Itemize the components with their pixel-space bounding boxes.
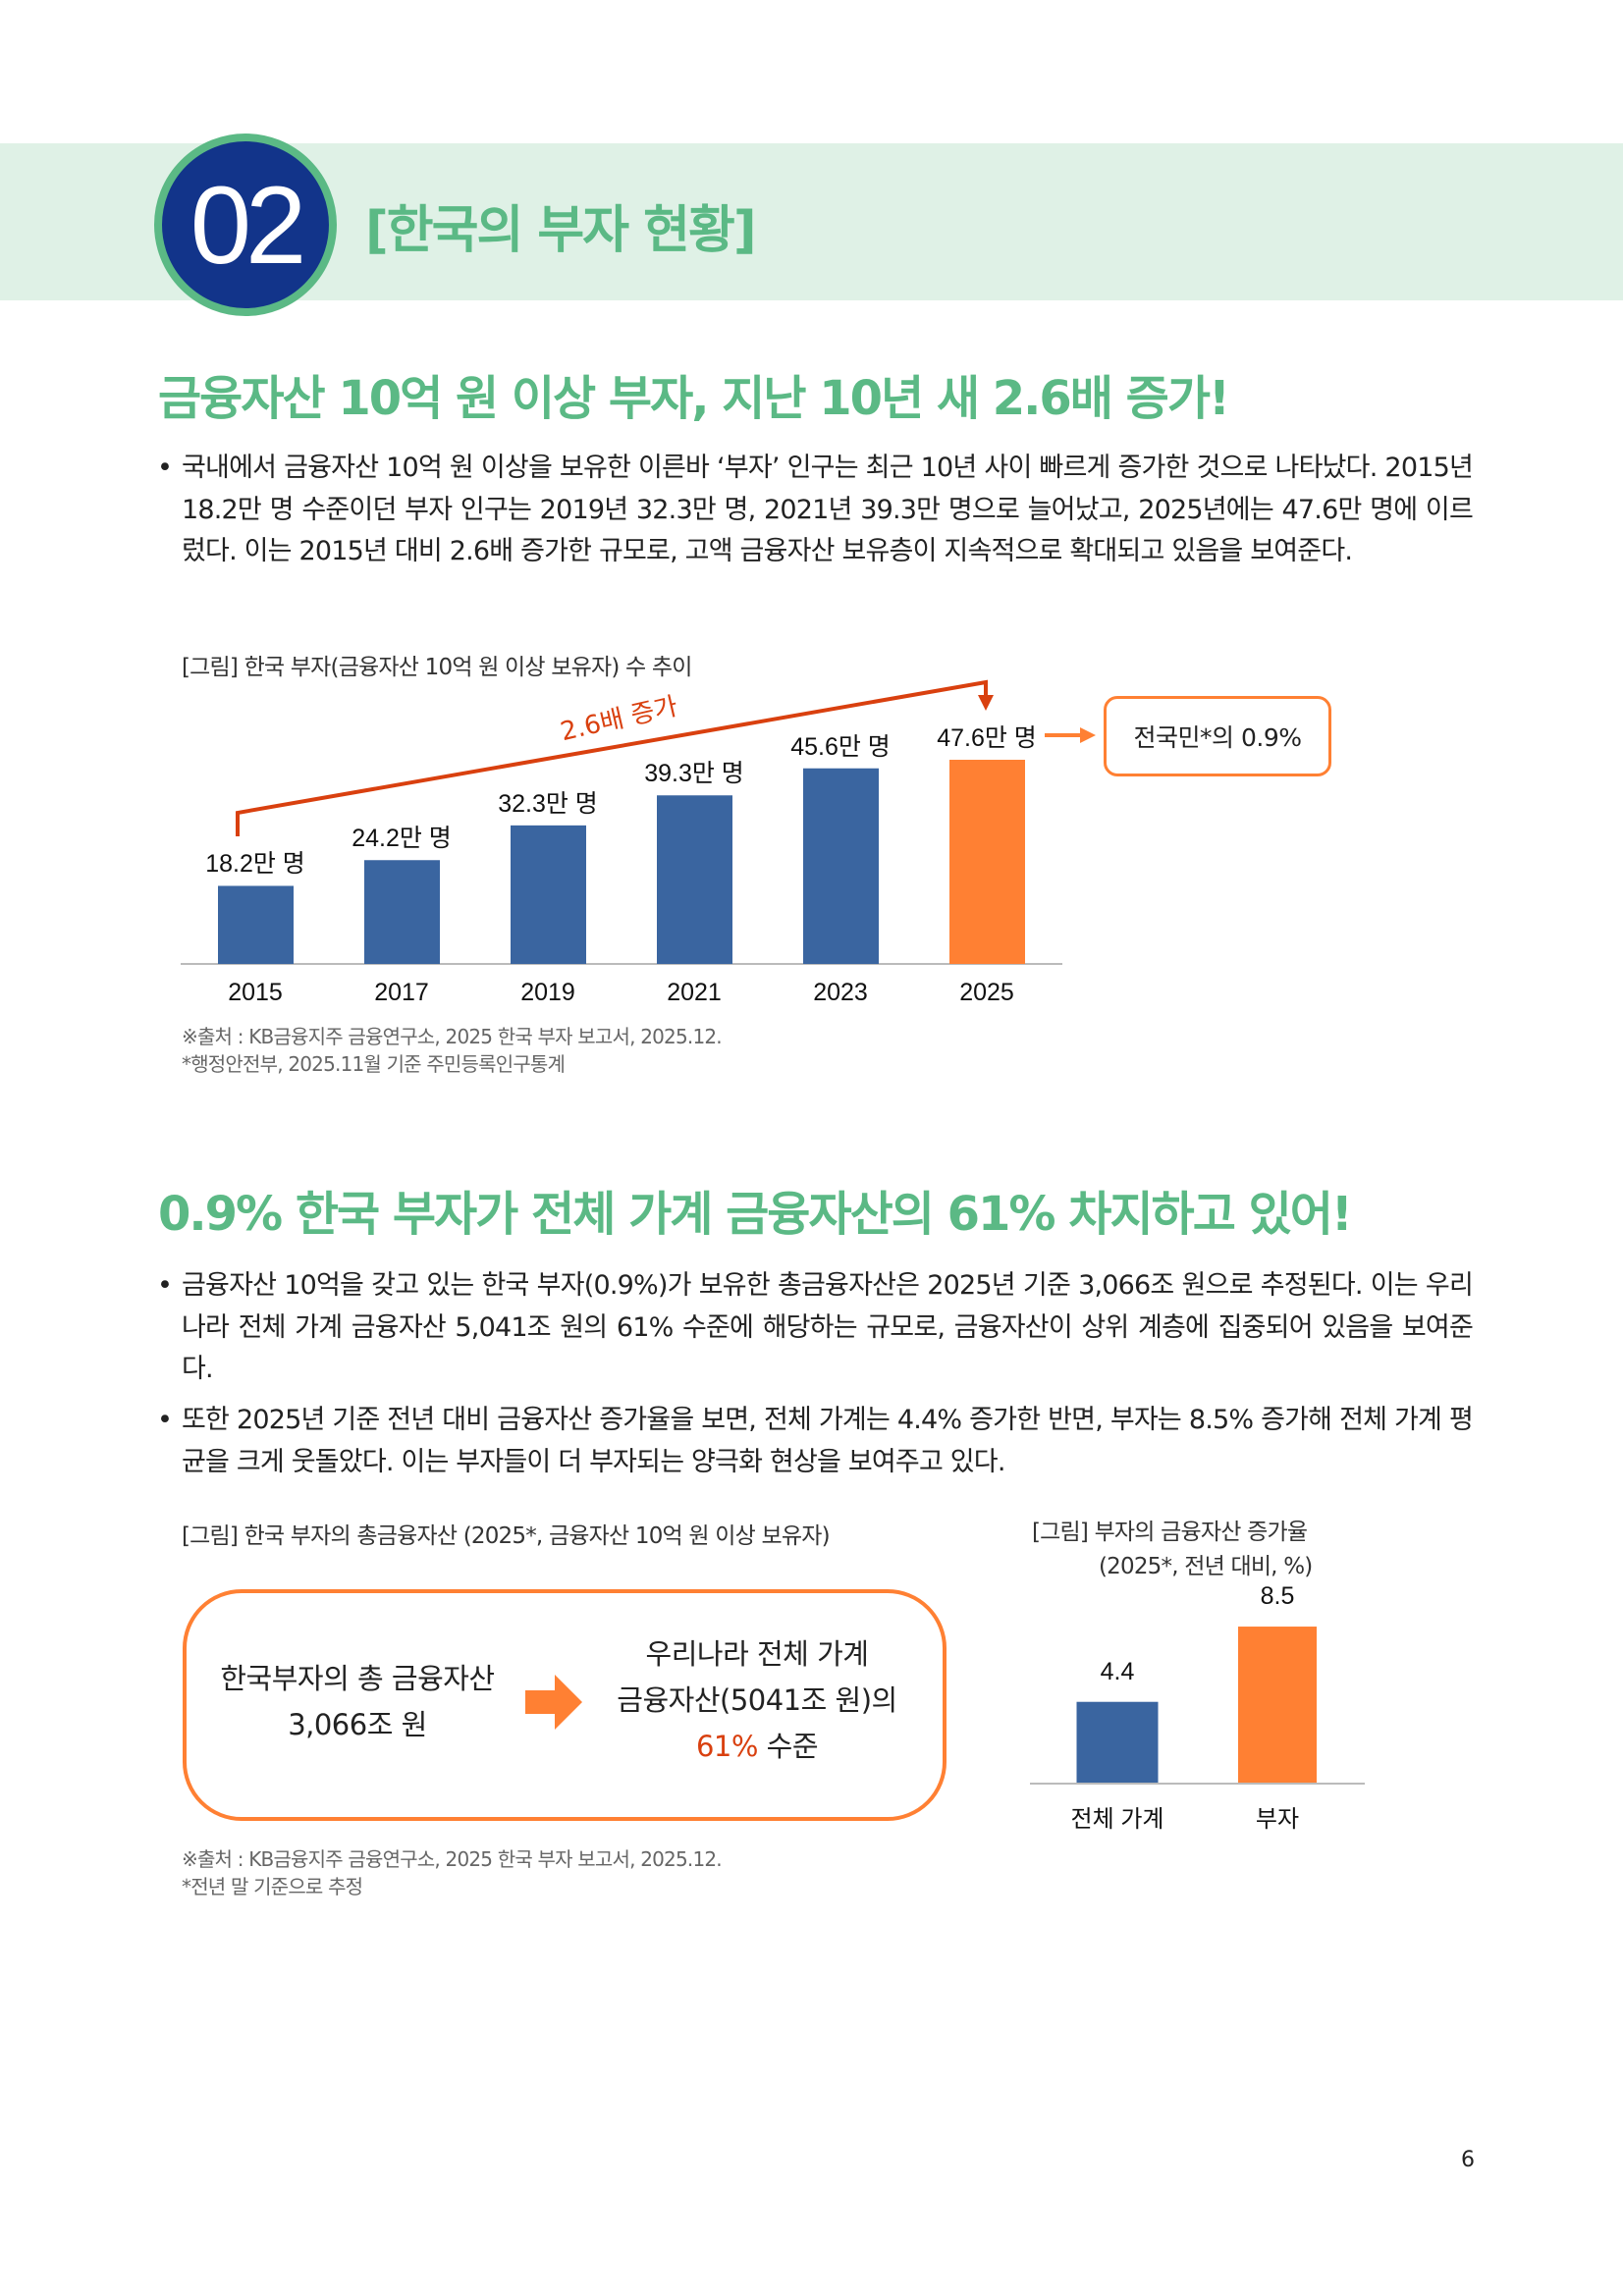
bullet-icon: •	[157, 453, 173, 483]
source-note: *행정안전부, 2025.11월 기준 주민등록인구통계	[182, 1052, 566, 1076]
x-tick-label: 2021	[667, 979, 722, 1006]
box-right-line2: 금융자산(5041조 원)의	[617, 1683, 897, 1717]
box-right-line1: 우리나라 전체 가계	[645, 1637, 869, 1671]
source-note: *전년 말 기준으로 추정	[182, 1875, 363, 1898]
chart3-caption: [그림] 부자의 금융자산 증가율	[1032, 1520, 1308, 1545]
chart3-caption-sub: (2025*, 전년 대비, %)	[1099, 1554, 1313, 1579]
bar-2023	[803, 768, 879, 964]
data-label: 45.6만 명	[790, 732, 891, 761]
source-line: ※출처 : KB금융지주 금융연구소, 2025 한국 부자 보고서, 2025…	[182, 1847, 723, 1871]
callout-arrowhead-icon	[1080, 727, 1096, 743]
paragraph-text: 또한 2025년 기준 전년 대비 금융자산 증가율을 보면, 전체 가계는 4…	[182, 1405, 1474, 1477]
x-tick-label: 부자	[1255, 1806, 1300, 1833]
heading-2: 0.9% 한국 부자가 전체 가계 금융자산의 61% 차지하고 있어!	[158, 1187, 1353, 1242]
total-assets-box	[183, 1589, 947, 1821]
x-tick-label: 2023	[813, 979, 868, 1006]
bar-2015	[218, 885, 294, 964]
page-number: 6	[1461, 2148, 1475, 2172]
box-left-line1: 한국부자의 총 금융자산	[220, 1662, 495, 1695]
bullet-icon: •	[157, 1405, 173, 1435]
bar-2017	[364, 860, 440, 964]
box-right-text: 우리나라 전체 가계 금융자산(5041조 원)의 61% 수준	[617, 1631, 897, 1770]
right-arrow-icon	[525, 1675, 582, 1730]
x-tick-label: 전체 가계	[1070, 1806, 1164, 1833]
bar-2019	[511, 825, 586, 964]
chart-1	[181, 679, 1096, 965]
bullet-icon: •	[157, 1270, 173, 1301]
box-left-text: 한국부자의 총 금융자산 3,066조 원	[220, 1656, 495, 1748]
heading-1: 금융자산 10억 원 이상 부자, 지난 10년 새 2.6배 증가!	[158, 371, 1230, 426]
box-right-line3: 61% 수준	[617, 1724, 896, 1770]
paragraph-text: 금융자산 10억을 갖고 있는 한국 부자(0.9%)가 보유한 총금융자산은 …	[182, 1270, 1474, 1384]
x-tick-label: 2015	[228, 979, 283, 1006]
section-title: [한국의 부자 현황]	[365, 201, 757, 260]
data-label: 8.5	[1260, 1582, 1295, 1611]
data-label: 39.3만 명	[644, 760, 744, 788]
data-label: 4.4	[1100, 1657, 1135, 1685]
chart2-caption: [그림] 한국 부자의 총금융자산 (2025*, 금융자산 10억 원 이상 …	[182, 1523, 831, 1549]
data-label: 18.2만 명	[205, 850, 305, 879]
trend-line	[236, 679, 988, 836]
paragraph-2: • 금융자산 10억을 갖고 있는 한국 부자(0.9%)가 보유한 총금융자산…	[157, 1265, 1474, 1391]
population-share-callout: 전국민*의 0.9%	[1104, 696, 1331, 776]
paragraph-1: • 국내에서 금융자산 10억 원 이상을 보유한 이른바 ‘부자’ 인구는 최…	[157, 448, 1474, 573]
source-line: ※출처 : KB금융지주 금융연구소, 2025 한국 부자 보고서, 2025…	[182, 1025, 723, 1048]
chart-2	[1030, 1627, 1365, 1785]
data-label: 24.2만 명	[352, 825, 452, 853]
x-tick-label: 2017	[374, 979, 429, 1006]
bar-1	[1238, 1627, 1317, 1783]
share-highlight: 61%	[695, 1730, 758, 1763]
paragraph-text: 국내에서 금융자산 10억 원 이상을 보유한 이른바 ‘부자’ 인구는 최근 …	[182, 453, 1474, 566]
section-number-badge: 02	[154, 133, 337, 316]
share-suffix: 수준	[757, 1730, 819, 1763]
box-left-line2: 3,066조 원	[288, 1708, 427, 1741]
data-label: 47.6만 명	[937, 723, 1037, 752]
x-tick-label: 2019	[520, 979, 575, 1006]
chart1-caption: [그림] 한국 부자(금융자산 10억 원 이상 보유자) 수 추이	[182, 655, 692, 680]
bar-2021	[657, 795, 732, 964]
trend-arrowhead-icon	[978, 695, 994, 711]
paragraph-3: • 또한 2025년 기준 전년 대비 금융자산 증가율을 보면, 전체 가계는…	[157, 1400, 1474, 1483]
bar-0	[1076, 1701, 1159, 1783]
x-tick-label: 2025	[959, 979, 1014, 1006]
data-label: 32.3만 명	[498, 789, 598, 818]
bar-2025	[949, 759, 1025, 964]
